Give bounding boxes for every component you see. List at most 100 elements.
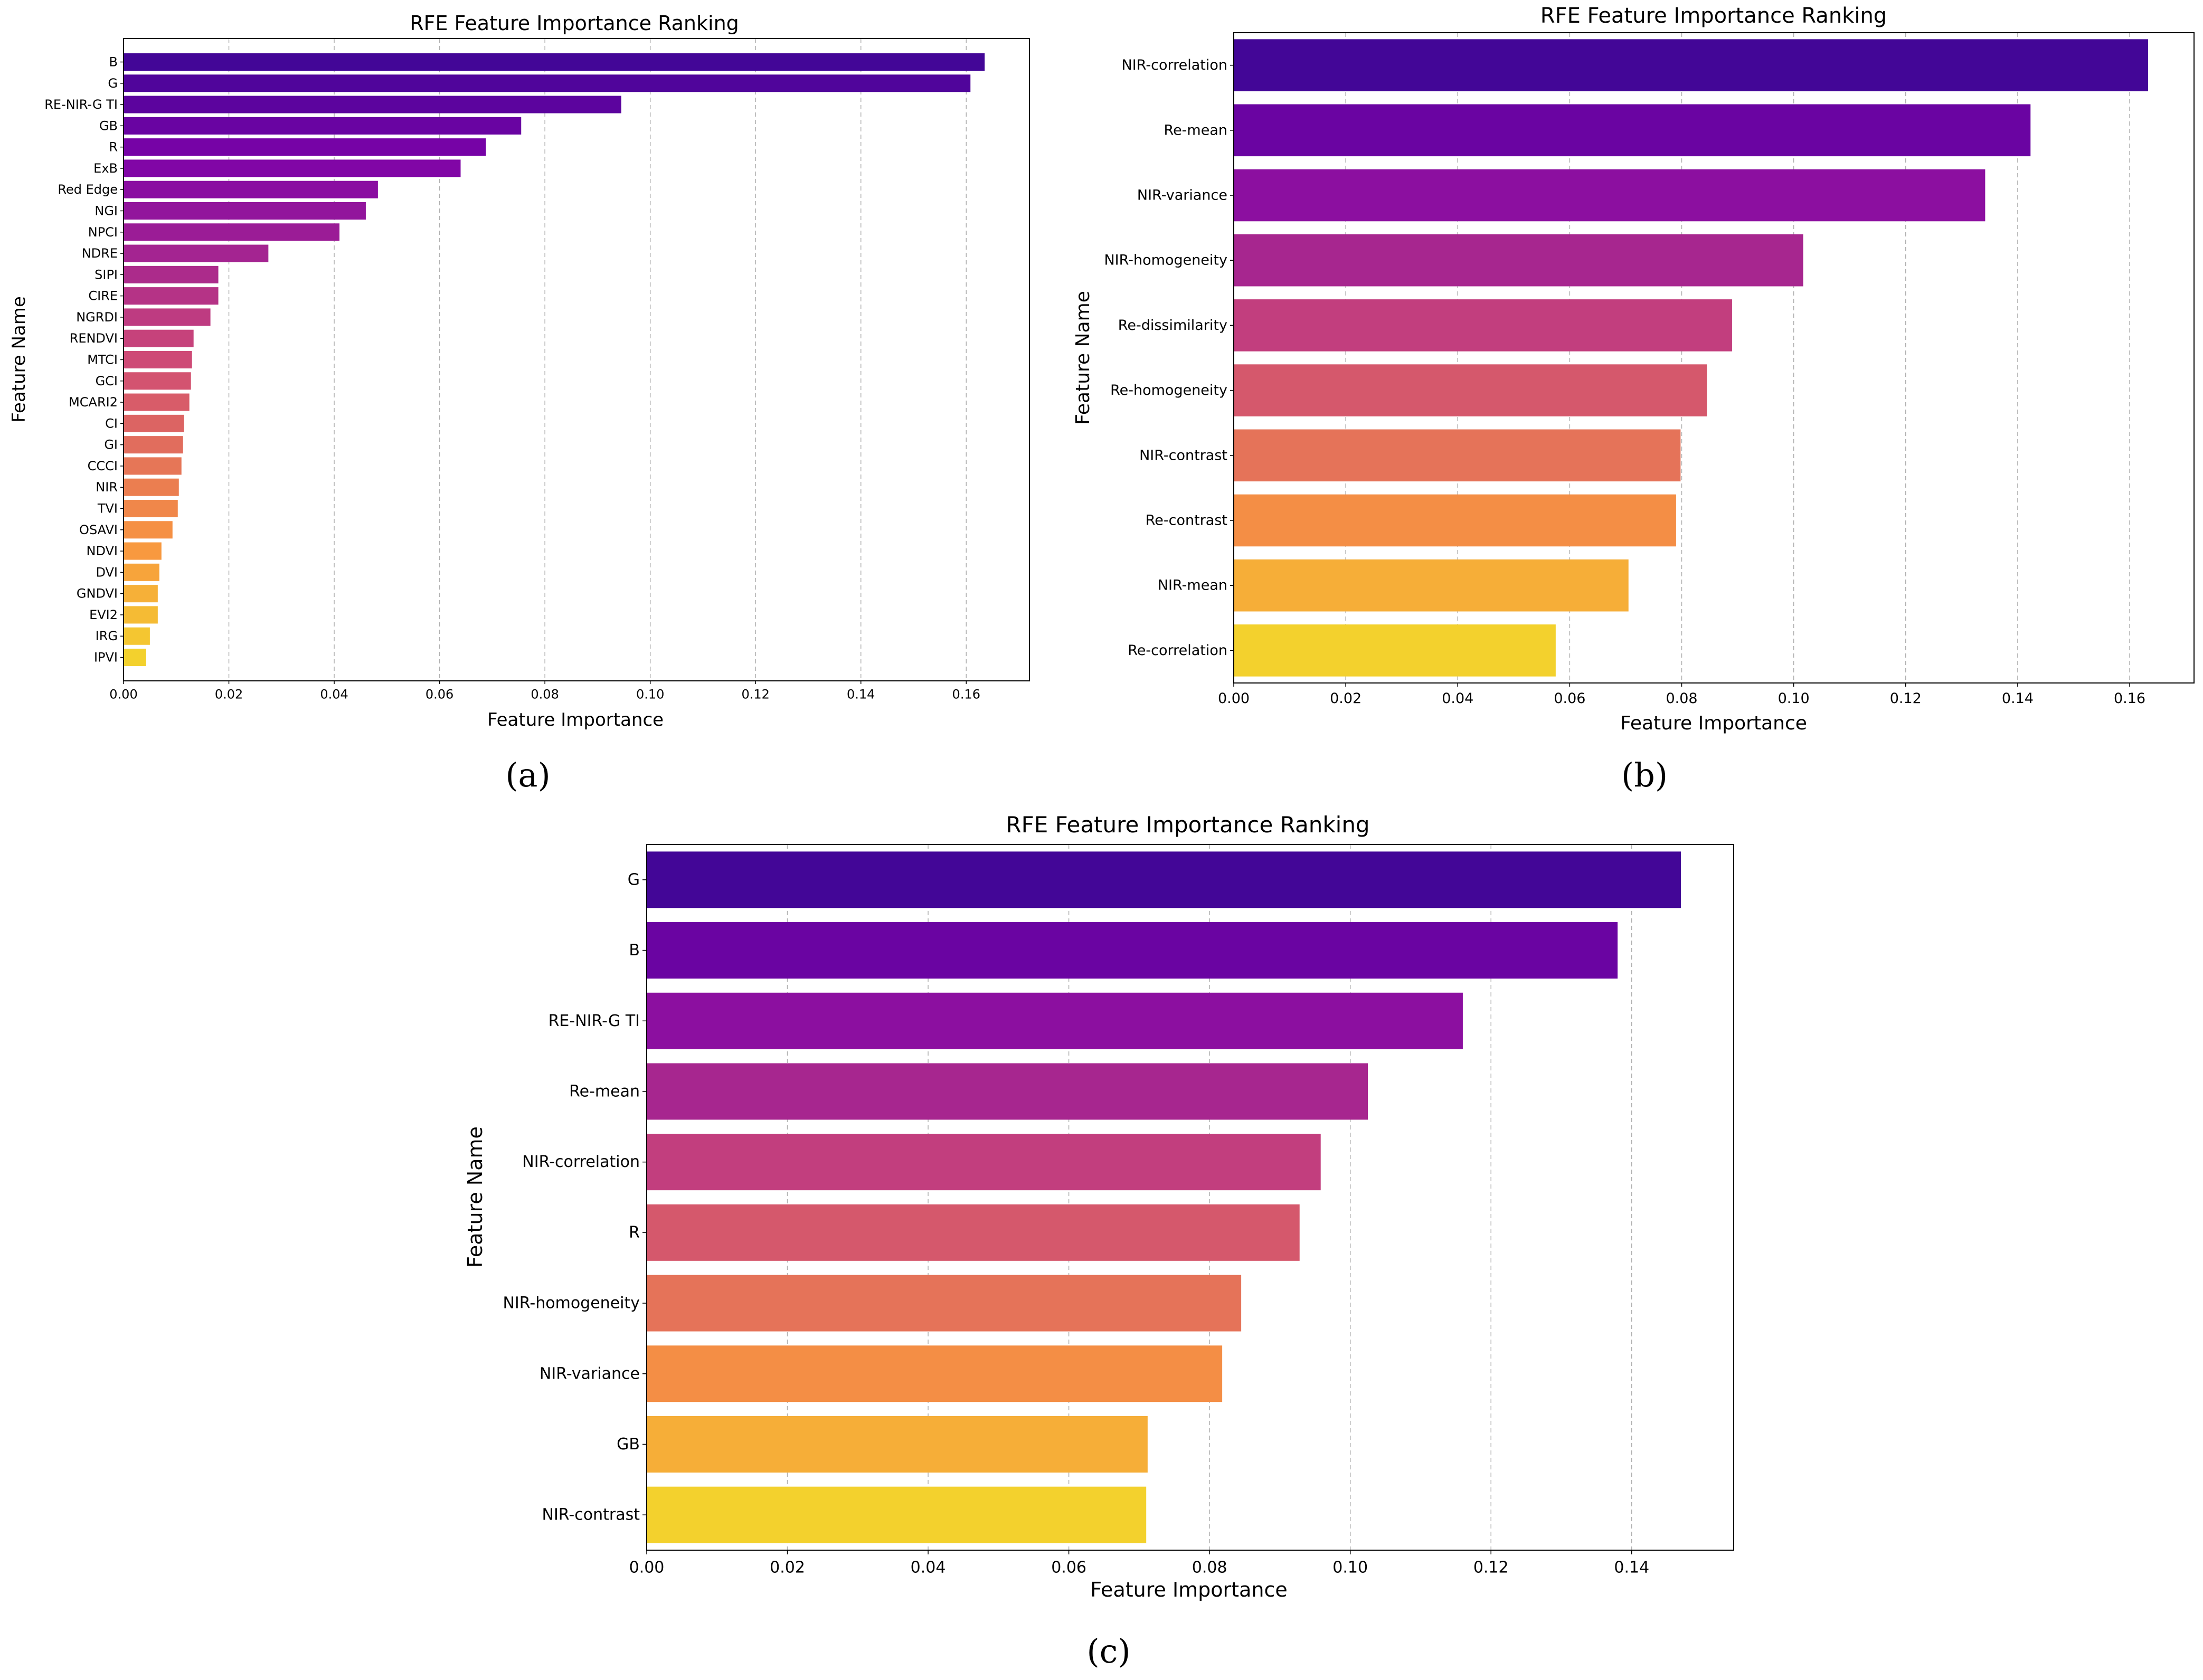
bar — [647, 1204, 1300, 1261]
bar — [1234, 234, 1803, 287]
y-ticks: NIR-correlation Re-mean NIR-variance NIR-ho… — [1104, 57, 1234, 659]
bar — [124, 585, 158, 603]
bar — [647, 992, 1463, 1049]
y-tick-label: TVI — [97, 501, 118, 516]
y-tick-label: NIR-variance — [1137, 187, 1227, 204]
bar — [124, 414, 184, 432]
y-tick-label: ExB — [93, 161, 118, 176]
bar — [124, 181, 378, 198]
bar — [647, 1275, 1242, 1332]
x-ticks: 0.00 0.02 0.04 0.06 0.08 0.10 0.12 0.14 — [629, 1550, 1649, 1577]
y-tick-label: NDVI — [86, 544, 118, 558]
y-tick-label: R — [109, 140, 118, 155]
y-ticks: BG RE-NIR-G TI GB R ExB Red Edge NGI NPCI NDRE SI… — [44, 54, 124, 665]
bar — [1234, 299, 1732, 352]
bar — [124, 542, 162, 560]
panel-a: RFE Feature Importance Ranking BG RE-NIR-… — [8, 12, 1030, 794]
y-tick-label: NIR-homogeneity — [1104, 252, 1227, 269]
bar — [1234, 624, 1556, 677]
x-tick-label: 0.14 — [847, 687, 875, 702]
bar — [647, 922, 1618, 979]
y-tick-label: CCCI — [88, 459, 118, 473]
bar — [647, 1416, 1148, 1473]
y-tick-label: OSAVI — [79, 523, 118, 537]
bar — [124, 648, 146, 667]
bar — [124, 436, 183, 454]
bar — [124, 372, 191, 390]
x-tick-label: 0.02 — [770, 1559, 805, 1577]
y-tick-label: Re-dissimilarity — [1118, 317, 1227, 334]
bar — [1234, 429, 1681, 482]
chart-title: RFE Feature Importance Ranking — [1540, 4, 1887, 28]
y-tick-label: Re-correlation — [1128, 642, 1227, 659]
bars — [647, 851, 1681, 1543]
bar — [124, 74, 971, 92]
chart-title: RFE Feature Importance Ranking — [1006, 812, 1369, 838]
x-axis-label: Feature Importance — [1620, 713, 1807, 734]
bar — [124, 457, 182, 475]
panel-label: (a) — [505, 756, 550, 794]
y-tick-label: GNDVI — [77, 586, 118, 601]
gridlines — [228, 39, 967, 681]
x-tick-label: 0.16 — [952, 687, 980, 702]
y-tick-label: IPVI — [94, 650, 118, 665]
y-tick-label: NGI — [94, 203, 118, 218]
bar — [124, 606, 158, 624]
plot-frame — [1233, 32, 2195, 684]
x-tick-label: 0.06 — [426, 687, 453, 702]
y-axis-label: Feature Name — [464, 1126, 487, 1268]
x-tick-label: 0.00 — [109, 687, 137, 702]
x-tick-label: 0.02 — [1330, 690, 1361, 707]
bar — [647, 1486, 1147, 1543]
y-tick-label: GCI — [96, 374, 118, 388]
bar — [647, 1134, 1321, 1191]
bars — [124, 53, 985, 667]
y-tick-label: GI — [104, 438, 118, 452]
x-tick-label: 0.06 — [1051, 1559, 1086, 1577]
bar — [124, 53, 985, 71]
x-tick-label: 0.00 — [1218, 690, 1250, 707]
panel-label: (c) — [1086, 1632, 1130, 1670]
panel-c: RFE Feature Importance Ranking GBRE-NIR-… — [464, 812, 1734, 1670]
x-tick-label: 0.10 — [1332, 1559, 1368, 1577]
bar — [1234, 364, 1707, 416]
y-tick-label: NIR-correlation — [1122, 57, 1227, 73]
bar — [124, 202, 366, 220]
y-tick-label: R — [629, 1223, 640, 1242]
x-tick-label: 0.08 — [1666, 690, 1697, 707]
bar — [1234, 39, 2149, 91]
bar — [124, 521, 173, 539]
x-tick-label: 0.08 — [531, 687, 559, 702]
bar — [124, 393, 190, 411]
bar — [124, 138, 486, 156]
bar — [124, 350, 192, 369]
bar — [1234, 169, 1985, 222]
y-tick-label: NIR-mean — [1158, 577, 1227, 594]
x-tick-label: 0.16 — [2114, 690, 2145, 707]
bars — [1234, 39, 2149, 677]
y-tick-label: RE-NIR-G TI — [549, 1012, 640, 1030]
plot-frame — [646, 844, 1734, 1551]
bar — [124, 159, 461, 177]
y-tick-label: G — [108, 76, 118, 91]
y-tick-label: Re-mean — [569, 1082, 640, 1100]
y-tick-label: NIR-variance — [540, 1364, 640, 1383]
bar — [124, 96, 621, 113]
x-tick-label: 0.04 — [320, 687, 348, 702]
x-tick-label: 0.14 — [1614, 1559, 1649, 1577]
y-tick-label: Red Edge — [58, 182, 118, 197]
y-tick-label: B — [109, 54, 118, 69]
bar — [124, 287, 219, 305]
bar — [647, 1063, 1368, 1120]
x-tick-label: 0.08 — [1192, 1559, 1227, 1577]
plot-frame — [123, 38, 1030, 681]
y-tick-label: RE-NIR-G TI — [44, 97, 118, 112]
y-tick-label: NDRE — [82, 246, 118, 261]
x-tick-label: 0.12 — [1890, 690, 1922, 707]
y-tick-label: Re-homogeneity — [1110, 382, 1227, 398]
y-tick-label: MCARI2 — [69, 395, 118, 410]
y-tick-label: CI — [105, 416, 118, 431]
y-tick-label: G — [628, 870, 640, 889]
bar — [124, 265, 219, 283]
